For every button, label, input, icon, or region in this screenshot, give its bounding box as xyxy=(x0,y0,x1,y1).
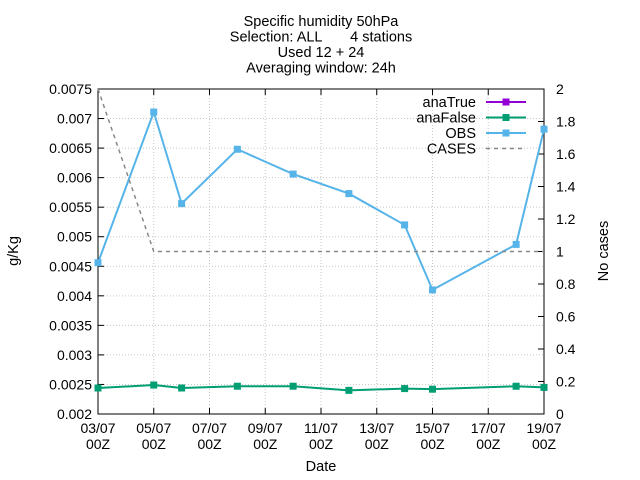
y-axis-label: g/Kg xyxy=(6,236,22,266)
x-tick-label: 00Z xyxy=(309,436,334,452)
data-point-obs xyxy=(233,145,241,153)
y2-tick-label: 1.4 xyxy=(556,179,576,195)
series-line-obs xyxy=(97,108,545,292)
x-tick-label: 17/07 xyxy=(471,420,506,436)
data-point-anafalse xyxy=(429,385,436,393)
y2-tick-label: 0.6 xyxy=(556,309,576,325)
data-point-obs xyxy=(289,170,297,178)
data-point-anafalse xyxy=(401,385,409,393)
data-point-anafalse xyxy=(289,382,297,390)
series-line-anafalse xyxy=(97,384,545,392)
y2-tick-label: 0 xyxy=(556,406,564,422)
y2-tick-label: 0.8 xyxy=(556,276,576,292)
y2-tick-label: 1 xyxy=(556,244,564,260)
data-point-obs xyxy=(540,125,548,133)
y-axis: 0.002 0.0025 0.003 0.0035 0.004 0.0045 0.005 0.… xyxy=(49,81,104,422)
legend-label-anatrue: anaTrue xyxy=(423,95,476,111)
y-tick-label: 0.007 xyxy=(57,111,92,127)
y-tick-label: 0.0045 xyxy=(49,258,92,274)
y2-tick-label: 0.4 xyxy=(556,341,576,357)
legend-marker-anafalse xyxy=(502,114,510,121)
y-tick-label: 0.003 xyxy=(57,347,92,363)
data-point-anafalse xyxy=(540,383,548,391)
x-tick-label: 09/07 xyxy=(248,420,283,436)
x-tick-label: 03/07 xyxy=(80,420,115,436)
x-tick-label: 00Z xyxy=(476,436,501,452)
legend-marker-obs xyxy=(502,129,510,137)
y-tick-label: 0.006 xyxy=(57,170,92,186)
series-layer xyxy=(94,88,548,394)
legend-marker-anatrue xyxy=(502,98,510,106)
data-point-obs xyxy=(150,108,158,116)
y2-axis: 0 0.2 0.4 0.6 0.8 1 1.2 1.4 1.6 1.8 2 xyxy=(538,81,576,422)
x-tick-label: 05/07 xyxy=(136,420,171,436)
y-tick-label: 0.0035 xyxy=(49,317,92,333)
x-tick-label: 15/07 xyxy=(415,420,450,436)
x-tick-label: 00Z xyxy=(253,436,278,452)
x-tick-label: 00Z xyxy=(86,436,111,452)
data-point-anafalse xyxy=(345,386,353,394)
y2-tick-label: 1.2 xyxy=(556,211,576,227)
data-point-anafalse xyxy=(178,384,186,392)
x-tick-label: 00Z xyxy=(420,436,445,452)
data-point-anafalse xyxy=(94,384,102,392)
x-tick-label: 00Z xyxy=(365,436,390,452)
y-tick-label: 0.0055 xyxy=(49,199,92,215)
data-point-anafalse xyxy=(233,382,241,390)
series-line-cases xyxy=(97,88,544,253)
data-point-obs xyxy=(401,221,409,229)
x-tick-label: 13/07 xyxy=(359,420,394,436)
legend-label-anafalse: anaFalse xyxy=(416,111,476,127)
x-tick-label: 07/07 xyxy=(192,420,227,436)
y2-axis-label: No cases xyxy=(596,221,612,281)
y2-tick-label: 1.6 xyxy=(556,146,576,162)
chart-title-line: Specific humidity 50hPa xyxy=(244,14,400,30)
data-point-obs xyxy=(178,200,186,208)
data-point-obs xyxy=(94,259,102,267)
legend-label-obs: OBS xyxy=(445,126,476,142)
data-point-obs xyxy=(345,190,353,198)
x-tick-label: 00Z xyxy=(197,436,222,452)
y2-tick-label: 0.2 xyxy=(556,374,576,390)
y2-tick-label: 1.8 xyxy=(556,114,576,130)
y2-tick-label: 2 xyxy=(556,81,564,97)
data-point-obs xyxy=(429,286,436,294)
data-point-anafalse xyxy=(512,382,520,390)
x-tick-label: 00Z xyxy=(142,436,167,452)
x-axis-label: Date xyxy=(306,459,337,475)
y-tick-label: 0.005 xyxy=(57,229,92,245)
y-tick-label: 0.0025 xyxy=(49,376,92,392)
y-tick-label: 0.002 xyxy=(57,406,92,422)
x-tick-label: 00Z xyxy=(532,436,557,452)
y-tick-label: 0.004 xyxy=(57,288,92,304)
chart-title-line: Averaging window: 24h xyxy=(246,61,396,77)
x-tick-label: 11/07 xyxy=(304,420,338,436)
y-tick-label: 0.0065 xyxy=(49,140,92,156)
x-tick-label: 19/07 xyxy=(526,420,561,436)
data-point-obs xyxy=(512,240,520,248)
y-tick-label: 0.0075 xyxy=(49,81,92,97)
chart-title-line: Selection: ALL 4 stations xyxy=(230,30,412,46)
legend-label-cases: CASES xyxy=(427,142,476,158)
x-axis: 03/0700Z05/0700Z07/0700Z09/0700Z11/0700Z… xyxy=(80,89,562,452)
data-point-anafalse xyxy=(150,381,158,389)
chart-title-line: Used 12 + 24 xyxy=(278,45,365,61)
